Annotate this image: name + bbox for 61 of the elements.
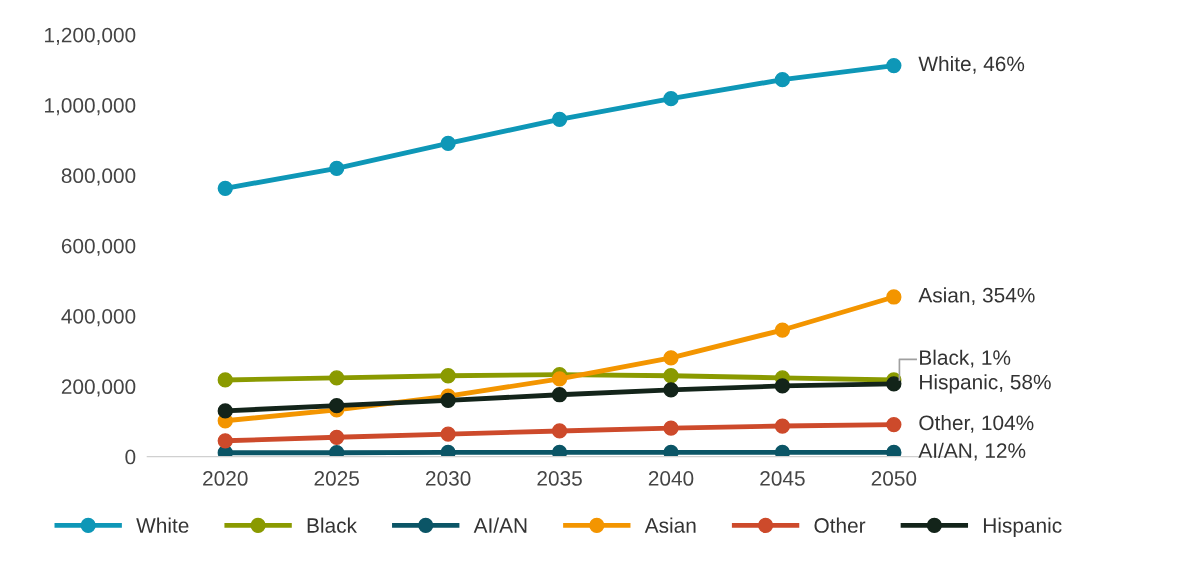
point: [774, 418, 791, 434]
point: [217, 372, 233, 388]
point: [663, 382, 679, 398]
point: [440, 392, 456, 409]
point: [440, 444, 456, 457]
point: [551, 111, 568, 128]
annotation: AI/AN, 12%: [918, 442, 1026, 461]
y-tick-label: 800,000: [61, 168, 136, 186]
annotation: Black, 1%: [920, 349, 1011, 368]
legend-label: Asian: [644, 517, 696, 533]
x-tick-label: 2020: [203, 471, 248, 486]
x-tick-label: 2040: [648, 471, 694, 486]
point: [886, 416, 902, 433]
point: [329, 445, 345, 457]
point: [329, 370, 345, 386]
y-tick-label: 0: [125, 449, 136, 465]
legend-label: White: [136, 517, 189, 533]
point: [329, 397, 345, 414]
y-tick-label: 200,000: [61, 379, 136, 397]
point: [774, 322, 791, 338]
point: [551, 423, 568, 439]
annotation: Asian, 354%: [918, 287, 1035, 306]
point: [329, 429, 345, 445]
point: [663, 91, 679, 107]
x-tick-label: 2030: [426, 471, 471, 486]
point: [663, 444, 679, 457]
point: [217, 403, 233, 419]
point: [440, 368, 456, 384]
point: [663, 420, 679, 436]
y-tick-label: 1,000,000: [45, 98, 136, 116]
x-tick-label: 2025: [314, 471, 359, 486]
point: [774, 378, 791, 394]
legend-label: Hispanic: [983, 517, 1062, 537]
x-tick-label: 2045: [760, 471, 805, 486]
point: [774, 444, 791, 457]
point: [663, 350, 679, 366]
x-tick-label: 2050: [871, 471, 917, 486]
y-tick-label: 1,200,000: [45, 27, 136, 45]
point: [551, 387, 568, 403]
point: [886, 289, 902, 305]
legend-label: Other: [814, 517, 866, 533]
point: [886, 57, 902, 74]
y-tick-label: 600,000: [61, 238, 136, 256]
point: [774, 72, 791, 88]
x-tick-label: 2035: [537, 471, 582, 486]
point: [217, 433, 233, 449]
point: [551, 371, 568, 387]
legend-label: AI/AN: [473, 517, 527, 533]
annotation: White, 46%: [918, 55, 1025, 74]
point: [886, 444, 902, 457]
annotation: Hispanic, 58%: [920, 374, 1051, 394]
point: [440, 135, 456, 151]
point: [329, 160, 345, 176]
point: [886, 376, 902, 392]
point: [663, 368, 679, 384]
y-tick-label: 400,000: [61, 308, 136, 327]
point: [551, 444, 568, 457]
point: [440, 426, 456, 442]
legend-label: Black: [307, 517, 357, 533]
annotation: Other, 104%: [919, 414, 1034, 433]
point: [217, 180, 233, 196]
